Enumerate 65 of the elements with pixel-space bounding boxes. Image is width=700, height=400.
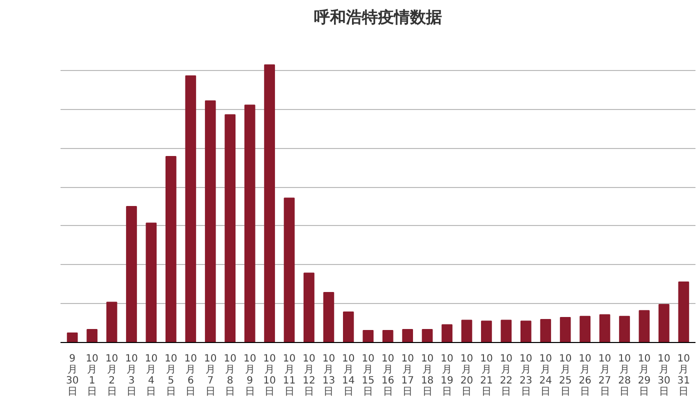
bar bbox=[66, 332, 78, 342]
x-tick-label: 10月14日 bbox=[342, 354, 355, 398]
bar bbox=[619, 316, 630, 342]
x-tick-label: 10月18日 bbox=[420, 354, 434, 398]
x-tick-label: 10月10日 bbox=[263, 354, 276, 398]
bar bbox=[304, 272, 314, 342]
x-tick-label: 10月13日 bbox=[322, 354, 336, 398]
bar bbox=[520, 320, 532, 342]
x-tick-label: 10月12日 bbox=[302, 354, 316, 398]
x-tick-label: 10月30日 bbox=[658, 354, 670, 398]
x-tick-label: 10月8日 bbox=[224, 354, 236, 398]
bar bbox=[244, 104, 256, 342]
bar bbox=[481, 320, 492, 342]
bar bbox=[362, 330, 374, 342]
x-tick-label: 10月16日 bbox=[382, 354, 394, 398]
bar bbox=[638, 310, 650, 342]
x-tick-label: 10月27日 bbox=[598, 354, 612, 398]
x-tick-label: 10月25日 bbox=[558, 354, 572, 398]
bar bbox=[106, 302, 118, 342]
bar bbox=[580, 316, 590, 342]
x-tick-label: 10月6日 bbox=[184, 354, 198, 398]
x-tick-label: 10月1日 bbox=[86, 354, 98, 398]
bar bbox=[185, 75, 196, 342]
bar bbox=[599, 314, 610, 342]
x-tick-label: 10月26日 bbox=[578, 354, 592, 398]
bar bbox=[86, 328, 98, 342]
x-tick-label: 10月24日 bbox=[539, 354, 552, 398]
x-tick-label: 10月11日 bbox=[282, 354, 296, 398]
bar bbox=[126, 206, 137, 342]
x-tick-label: 10月9日 bbox=[243, 354, 256, 398]
bar bbox=[382, 330, 394, 342]
bar bbox=[422, 328, 433, 342]
bar bbox=[284, 198, 295, 342]
bar bbox=[500, 320, 512, 342]
bar bbox=[146, 222, 157, 342]
bar bbox=[658, 304, 670, 342]
x-tick-label: 10月28日 bbox=[618, 354, 631, 398]
x-tick-label: 10月31日 bbox=[677, 354, 690, 398]
x-tick-label: 10月4日 bbox=[144, 354, 158, 398]
x-tick-label: 10月20日 bbox=[460, 354, 474, 398]
bar bbox=[224, 114, 236, 342]
x-tick-label: 10月2日 bbox=[105, 354, 118, 398]
bar bbox=[264, 64, 275, 342]
x-tick-label: 10月7日 bbox=[204, 354, 217, 398]
bar bbox=[342, 311, 354, 342]
bar bbox=[540, 318, 552, 342]
bar bbox=[678, 281, 690, 342]
bar bbox=[560, 317, 571, 342]
x-tick-label: 10月21日 bbox=[480, 354, 493, 398]
x-tick-label: 10月15日 bbox=[362, 354, 375, 398]
x-tick-label: 10月3日 bbox=[125, 354, 138, 398]
bar bbox=[461, 320, 472, 342]
bar bbox=[402, 328, 414, 342]
chart-title: 呼和浩特疫情数据 bbox=[314, 8, 442, 26]
bar bbox=[323, 292, 334, 342]
x-tick-label: 10月29日 bbox=[638, 354, 651, 398]
x-tick-label: 10月23日 bbox=[520, 354, 532, 398]
x-tick-label: 10月5日 bbox=[164, 354, 178, 398]
bar bbox=[166, 156, 176, 342]
bar bbox=[204, 100, 216, 342]
bar bbox=[442, 324, 452, 342]
x-tick-label: 10月19日 bbox=[440, 354, 454, 398]
x-tick-label: 9月30日 bbox=[66, 354, 79, 398]
x-tick-label: 10月22日 bbox=[500, 354, 513, 398]
x-tick-label: 10月17日 bbox=[401, 354, 414, 398]
